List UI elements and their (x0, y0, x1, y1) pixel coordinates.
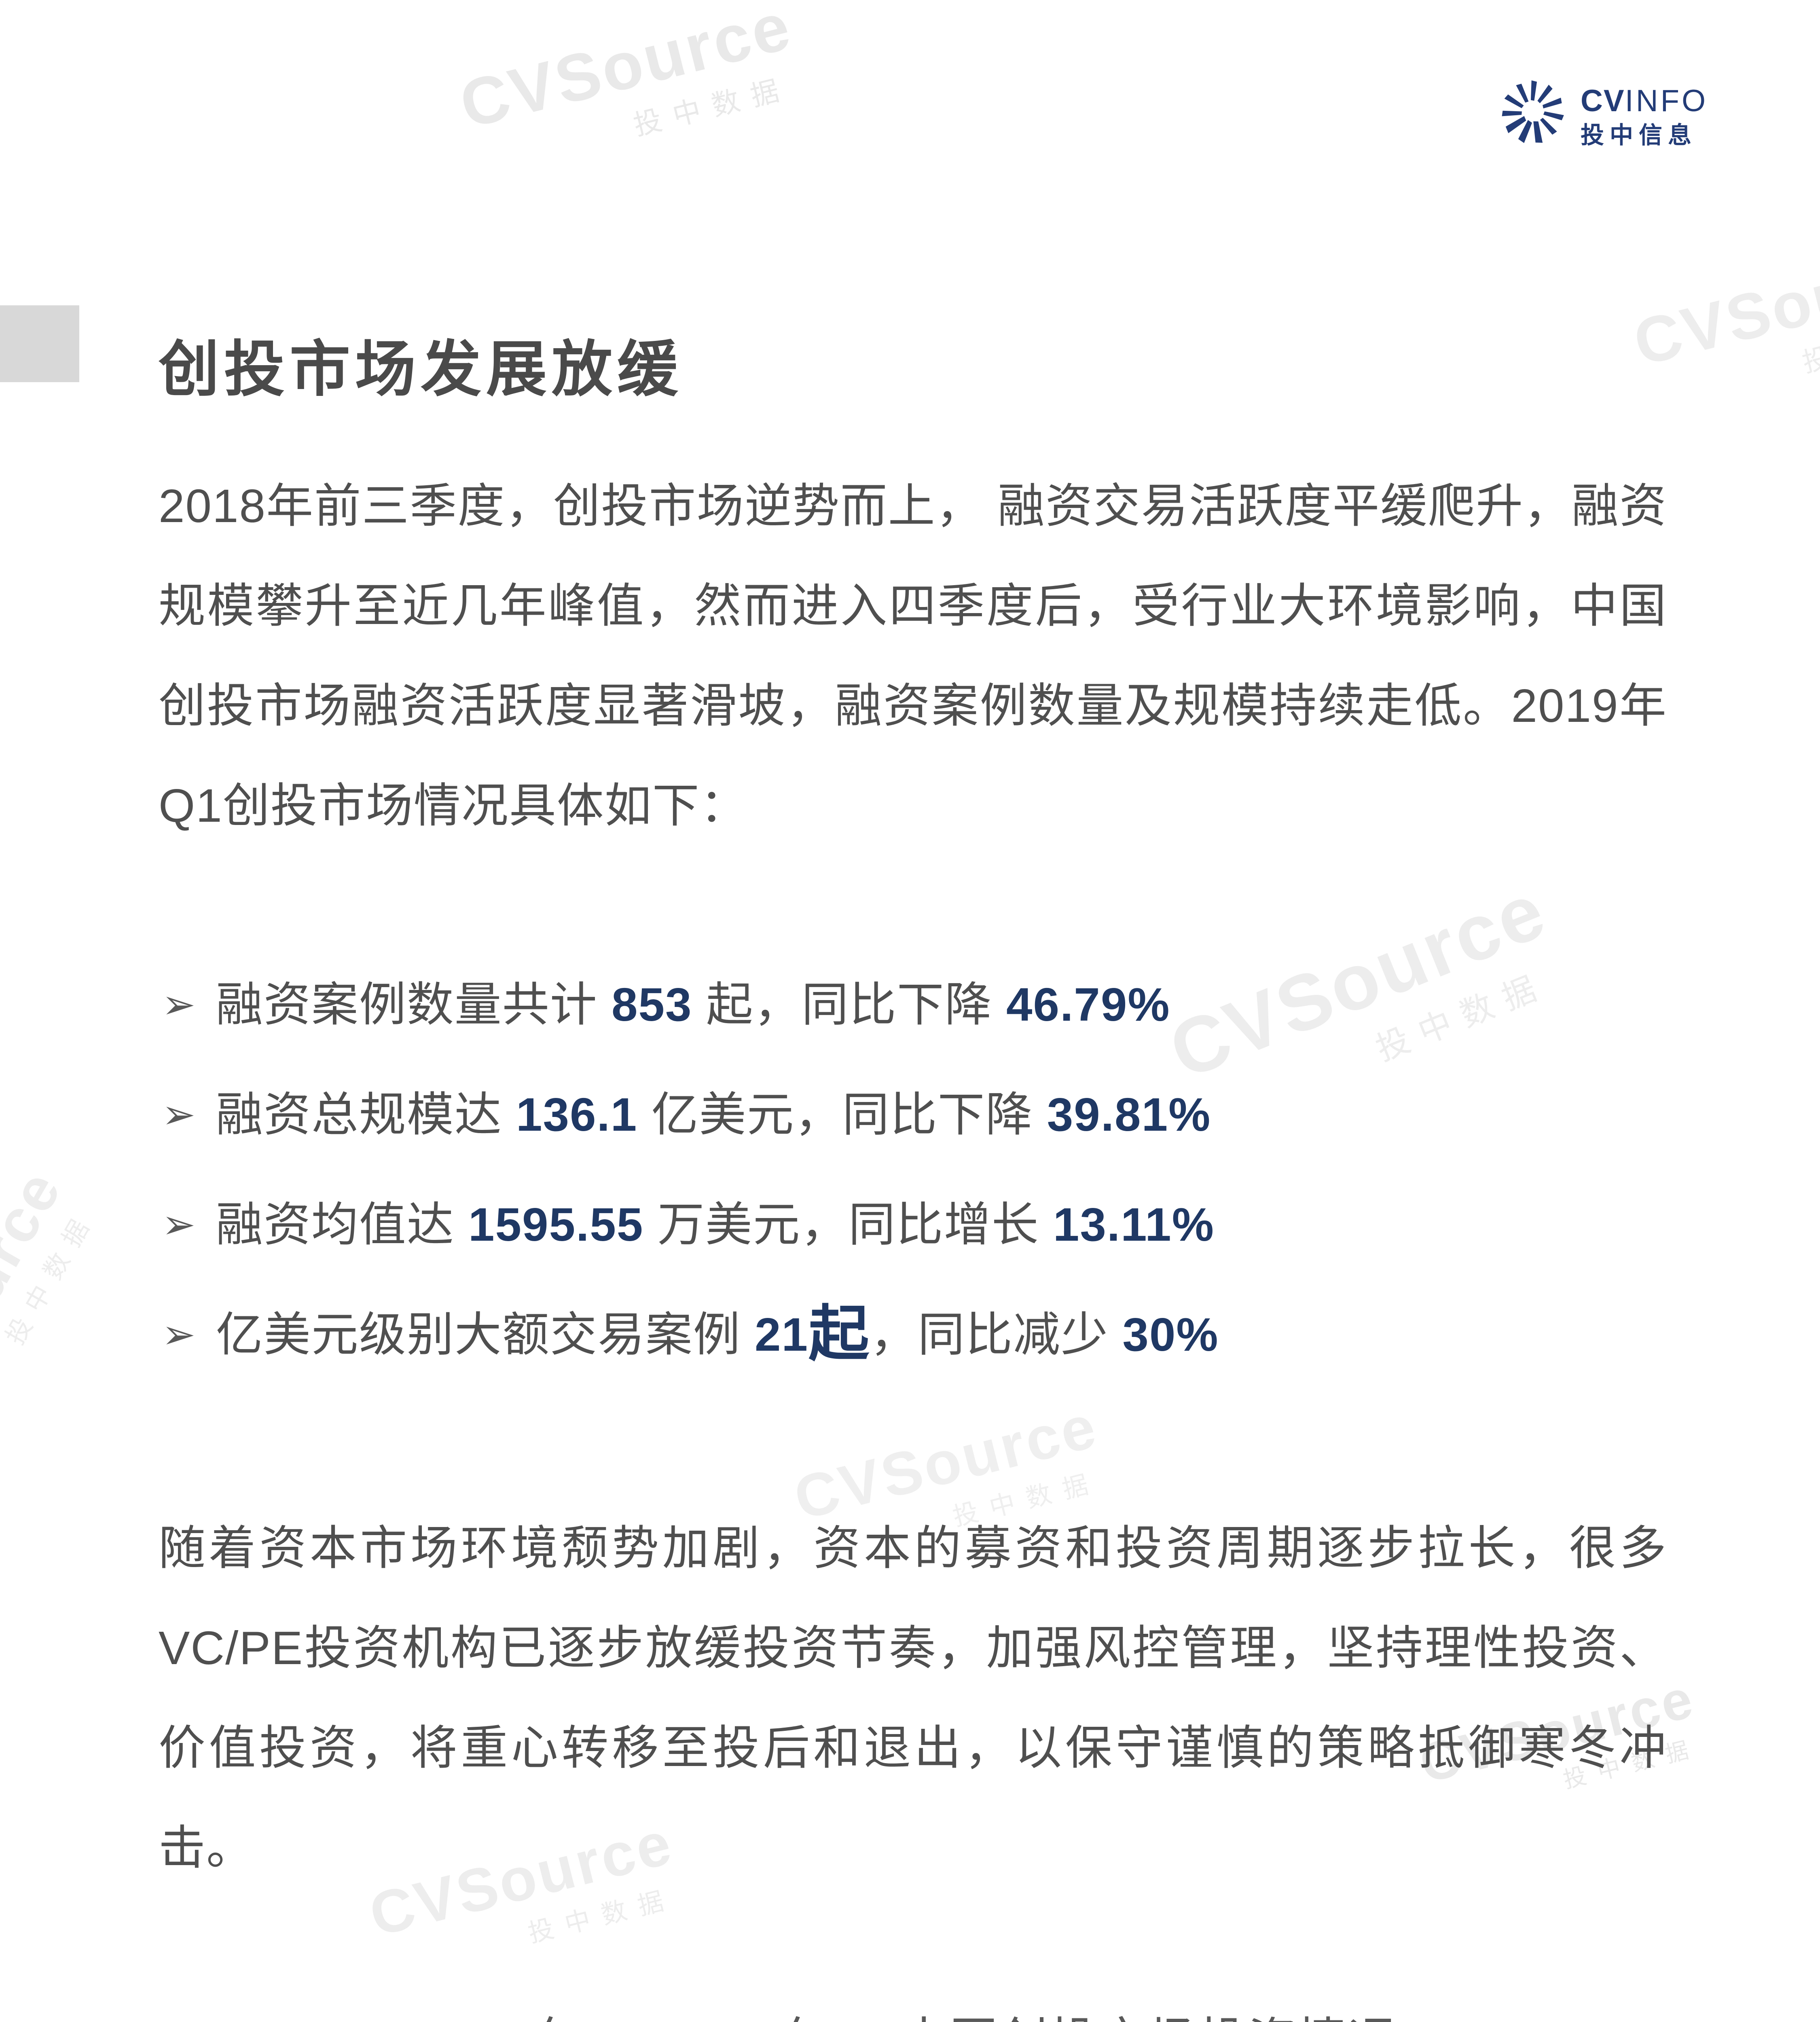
bullet-highlight-value: 136.1 (516, 1088, 638, 1141)
bullet-text: 融资总规模达 (216, 1088, 516, 1141)
watermark-brand-text: CVSource (453, 0, 799, 142)
bullet-arrow-icon: ➢ (162, 982, 197, 1027)
logo-info: INFO (1625, 84, 1708, 118)
bullet-text: 亿美元，同比下降 (637, 1088, 1047, 1141)
bullet-text: 亿美元级别大额交易案例 (216, 1308, 755, 1361)
bullet-text: 融资均值达 (216, 1198, 469, 1251)
watermark-brand-text: CVSource (1631, 1975, 1820, 2022)
bullet-item: ➢ 融资均值达 1595.55 万美元，同比增长 13.11% (162, 1187, 1215, 1254)
logo-wordmark: CVINFO 投中信息 (1581, 86, 1708, 147)
title-deco-square (0, 305, 79, 382)
bullet-text: 起，同比下降 (692, 978, 1007, 1031)
bullet-highlight-value: 13.11% (1053, 1198, 1215, 1251)
bullet-highlight-value: 起 (808, 1300, 870, 1368)
bullet-arrow-icon: ➢ (162, 1202, 197, 1247)
bullet-highlight-value: 1595.55 (468, 1198, 644, 1251)
bullet-text: 融资案例数量共计 (216, 978, 612, 1031)
bullet-highlight-value: 46.79% (1006, 978, 1170, 1031)
pinwheel-icon (1502, 80, 1564, 143)
bullet-highlight-value: 39.81% (1047, 1088, 1211, 1141)
logo-cv: CV (1581, 84, 1625, 118)
bullet-item: ➢ 融资总规模达 136.1 亿美元，同比下降 39.81% (162, 1077, 1211, 1144)
bullet-text: 万美元，同比增长 (643, 1198, 1053, 1251)
bullet-text: ，同比减少 (870, 1308, 1123, 1361)
bullet-item: ➢ 亿美元级别大额交易案例 21起，同比减少 30% (162, 1297, 1219, 1364)
intro-paragraph: 2018年前三季度，创投市场逆势而上， 融资交易活跃度平缓爬升，融资规模攀升至近… (159, 480, 1667, 832)
logo-chinese-name: 投中信息 (1581, 122, 1697, 148)
chart-title: 2017年Q1-2019年Q1中国创投市场投资情况 (162, 2001, 1658, 2022)
bullet-arrow-icon: ➢ (162, 1312, 197, 1357)
bullet-highlight-value: 853 (612, 978, 692, 1031)
page-title: 创投市场发展放缓 (159, 335, 683, 403)
bullet-arrow-icon: ➢ (162, 1092, 197, 1137)
bullet-item: ➢ 融资案例数量共计 853 起，同比下降 46.79% (162, 967, 1170, 1034)
bullet-highlight-value: 21 (755, 1308, 809, 1361)
bullet-highlight-value: 30% (1122, 1308, 1219, 1361)
closing-paragraph: 随着资本市场环境颓势加剧，资本的募资和投资周期逐步拉长，很多VC/PE投资机构已… (159, 1522, 1667, 1874)
watermark-brand-text: CVSource (1627, 229, 1820, 379)
cvinfo-logo-icon (1498, 78, 1567, 146)
